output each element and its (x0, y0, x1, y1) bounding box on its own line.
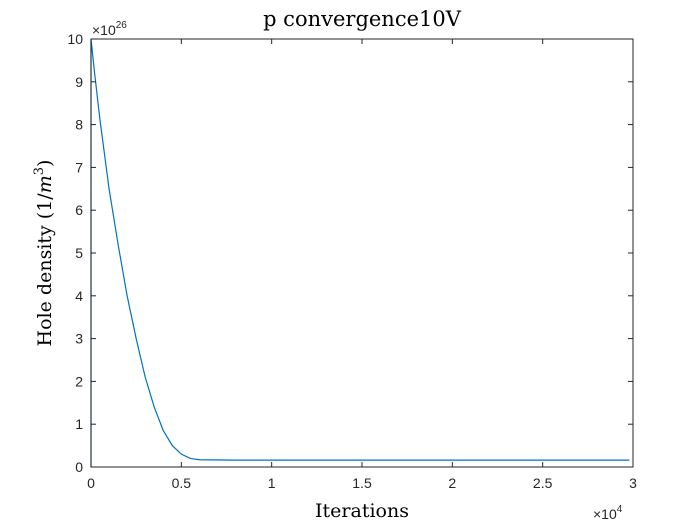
y-tick-label: 0 (75, 459, 83, 475)
y-tick-label: 8 (75, 117, 83, 133)
y-axis-label-prefix: Hole density (1/ (34, 193, 56, 347)
x-tick-label: 3 (629, 475, 637, 491)
y-axis-multiplier: ×1026 (92, 20, 127, 38)
x-multiplier-base: ×10 (593, 506, 617, 522)
y-tick-label: 3 (75, 331, 83, 347)
y-tick-label: 1 (75, 416, 83, 432)
y-tick-label: 2 (75, 373, 83, 389)
y-axis-label-var: m (34, 175, 56, 193)
y-axis-label-sup: 3 (32, 167, 47, 175)
x-axis-label: Iterations (315, 500, 409, 522)
x-multiplier-exponent: 4 (617, 504, 623, 515)
y-multiplier-base: ×10 (92, 22, 116, 38)
y-axis-label: Hole density (1/m3) (32, 160, 56, 347)
y-tick-label: 9 (75, 74, 83, 90)
chart-title: p convergence10V (263, 7, 462, 31)
y-tick-label: 7 (75, 159, 83, 175)
x-tick-label: 2 (448, 475, 456, 491)
y-axis-label-suffix: ) (34, 160, 56, 167)
x-tick-label: 0 (87, 475, 95, 491)
y-multiplier-exponent: 26 (116, 20, 128, 31)
y-tick-label: 10 (67, 31, 83, 47)
x-axis-ticks: 0 0.5 1 1.5 2 2.5 3 (87, 39, 637, 491)
plot-area (91, 39, 633, 467)
x-tick-label: 1.5 (352, 475, 372, 491)
y-tick-label: 6 (75, 202, 83, 218)
series-line-hole-density (90, 38, 630, 467)
x-axis-multiplier: ×104 (593, 504, 623, 522)
x-tick-label: 1 (268, 475, 276, 491)
y-tick-label: 5 (75, 245, 83, 261)
y-axis-ticks: 0 1 2 3 4 5 6 7 8 9 10 (67, 31, 633, 475)
y-tick-label: 4 (75, 288, 83, 304)
x-tick-label: 2.5 (533, 475, 553, 491)
x-tick-label: 0.5 (172, 475, 192, 491)
